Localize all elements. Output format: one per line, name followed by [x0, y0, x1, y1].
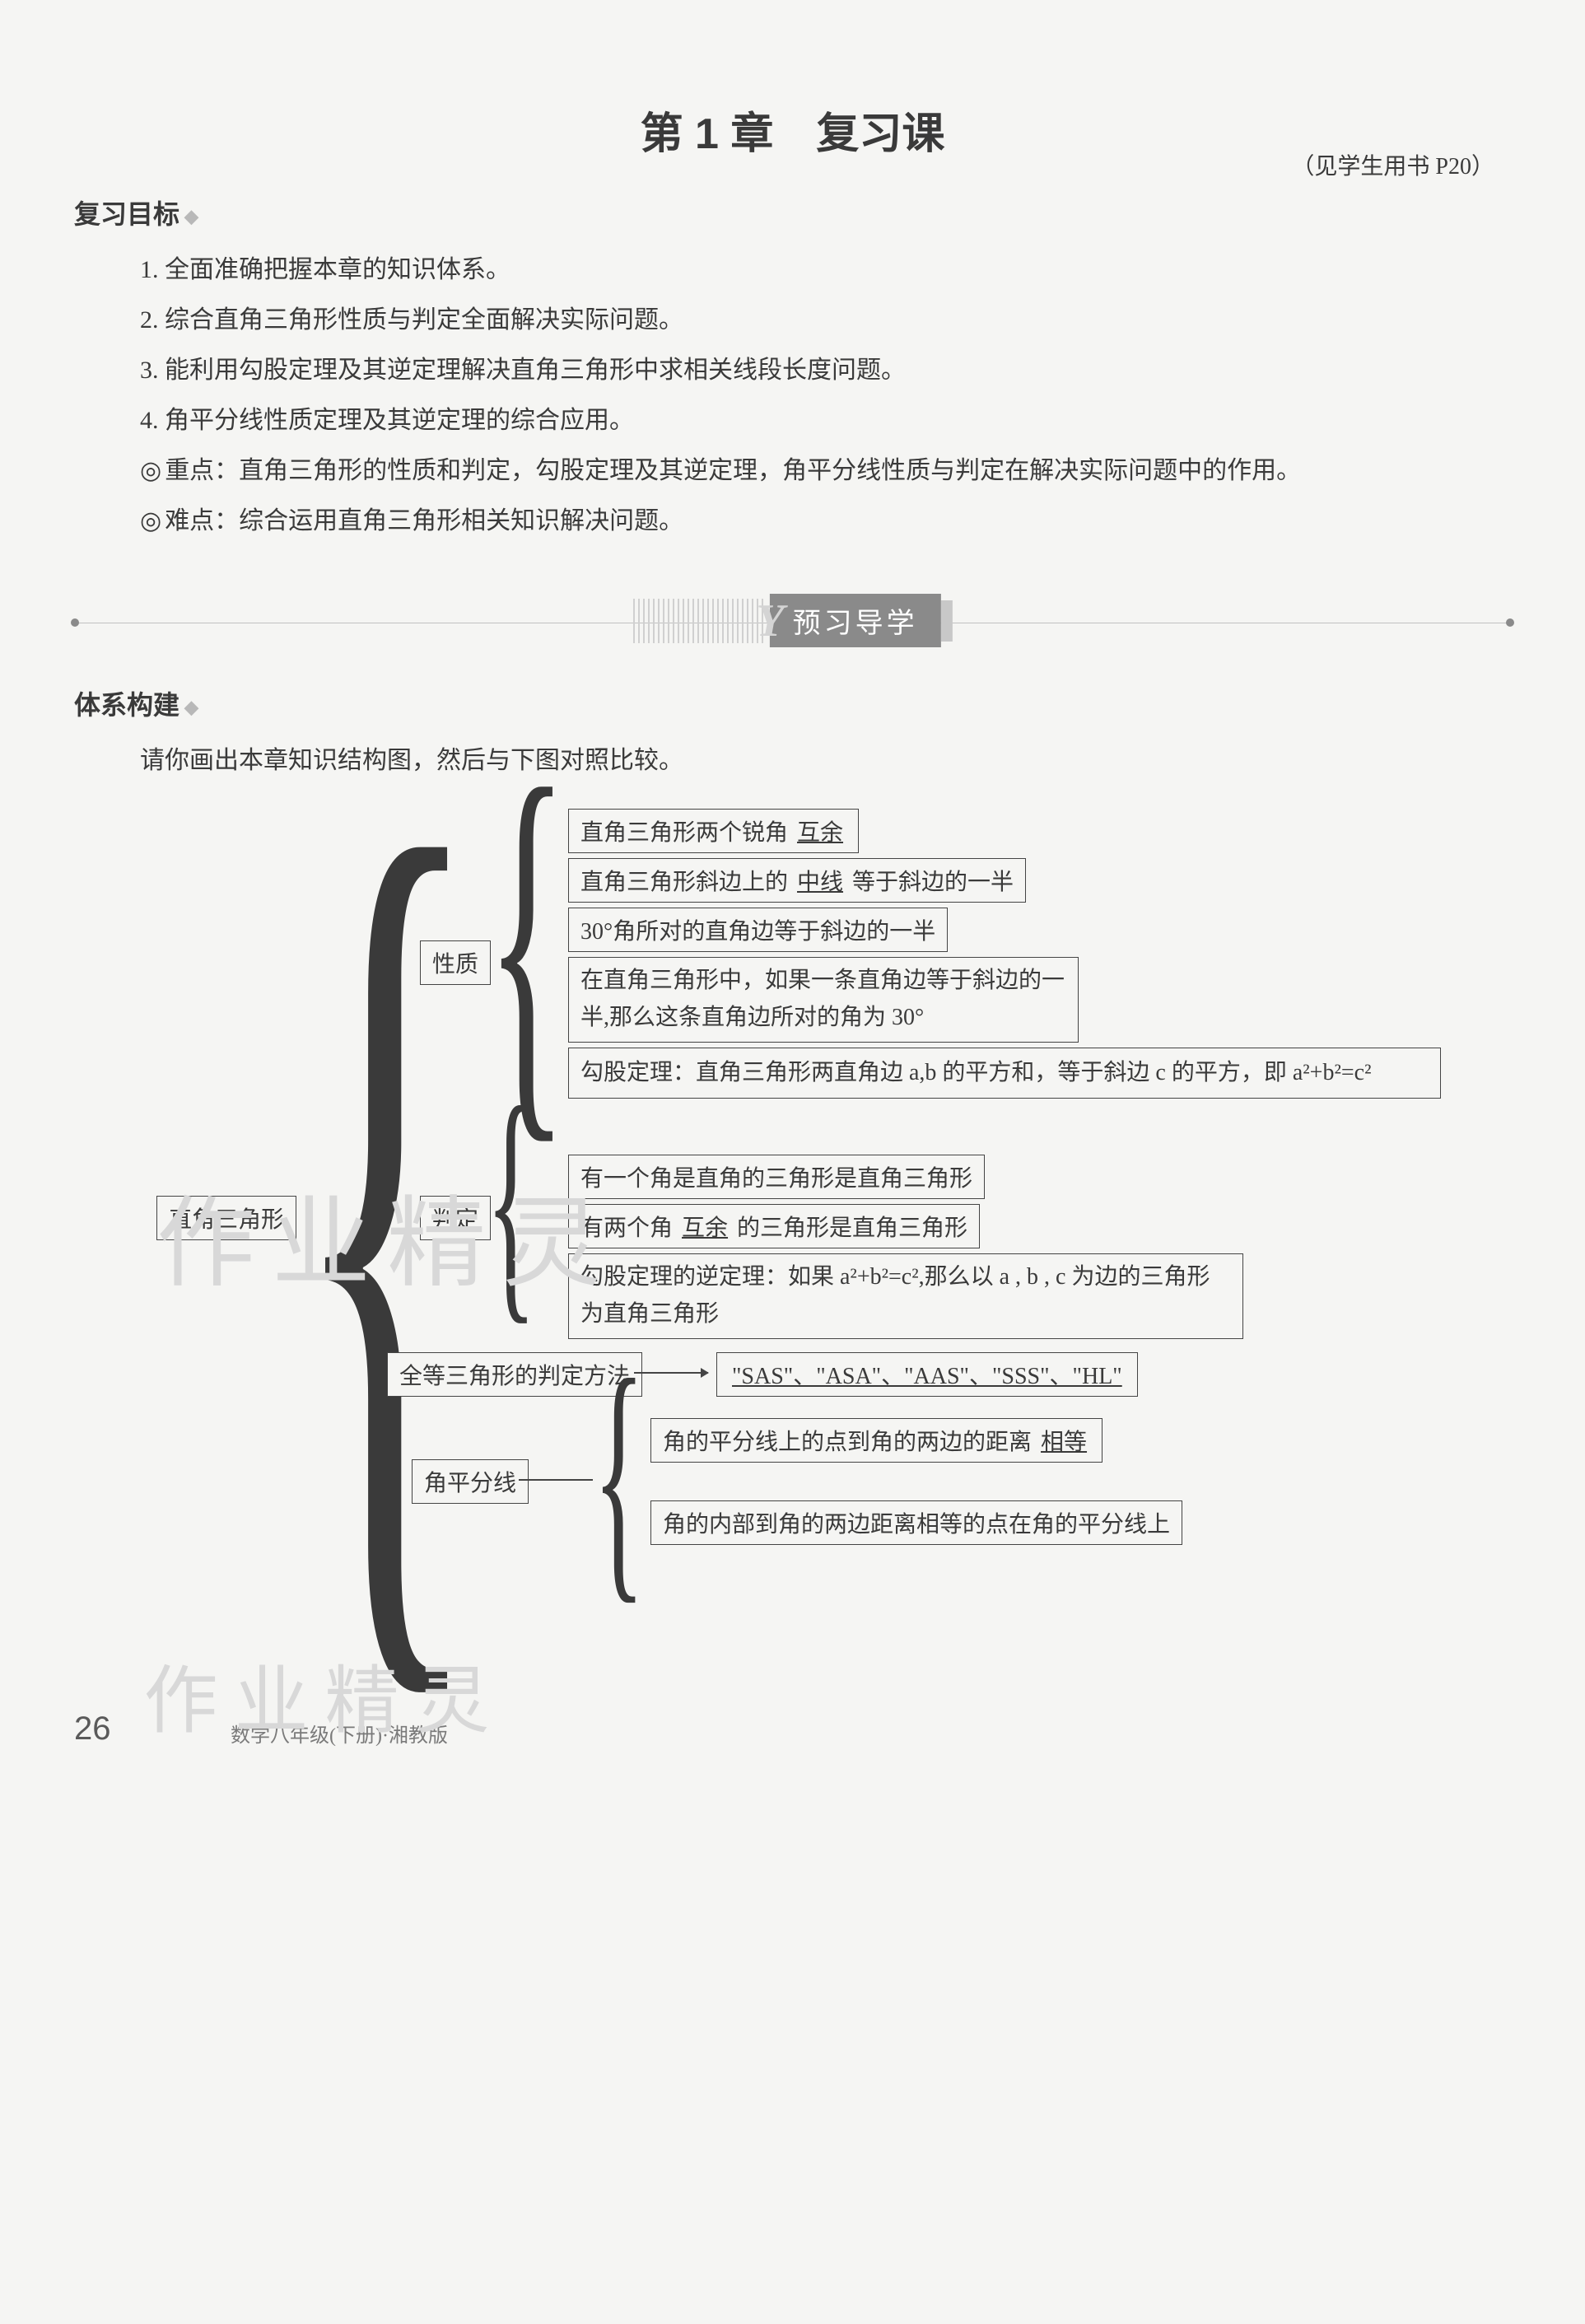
objective-item: 3. 能利用勾股定理及其逆定理解决直角三角形中求相关线段长度问题。 [140, 347, 1511, 394]
text: 直角三角形两个锐角 [580, 820, 788, 846]
footer-edition: 数学八年级(下册)·湘教版 [231, 1719, 448, 1748]
banner-label: 预习导学 [770, 594, 941, 647]
banner-tail-icon [941, 600, 953, 642]
fill-blank: 互余 [678, 1216, 731, 1241]
knowledge-diagram: 直角三角形 { 性质 { 判定 { 全等三角形的判定方法 角平分线 { 直角三角… [107, 809, 1511, 1731]
objectives-list: 1. 全面准确把握本章的知识体系。 2. 综合直角三角形性质与判定全面解决实际问… [140, 246, 1511, 544]
objective-item: 2. 综合直角三角形性质与判定全面解决实际问题。 [140, 296, 1511, 343]
prop-box: 在直角三角形中，如果一条直角边等于斜边的一半,那么这条直角边所对的角为 30° [568, 957, 1079, 1043]
prop-box: 直角三角形两个锐角 互余 [568, 809, 859, 853]
reference-note: （见学生用书 P20） [1291, 148, 1494, 181]
banner-dot-icon [1506, 618, 1514, 627]
branch-bisector: 角平分线 [412, 1459, 529, 1504]
difficult-point: 难点：综合运用直角三角形相关知识解决问题。 [140, 497, 1511, 544]
section-banner: Y 预习导学 [74, 594, 1511, 651]
fill-blank: 相等 [1037, 1430, 1090, 1455]
brace-icon: { [593, 1344, 645, 1608]
page-header: 第 1 章 复习课 （见学生用书 P20） [74, 99, 1511, 161]
key-point: 重点：直角三角形的性质和判定，勾股定理及其逆定理，角平分线性质与判定在解决实际问… [140, 447, 1511, 494]
brace-icon: { [486, 1080, 536, 1319]
fill-blank: "SAS"、"ASA"、"AAS"、"SSS"、"HL" [729, 1364, 1126, 1389]
prop-box: 直角三角形斜边上的 中线 等于斜边的一半 [568, 858, 1026, 903]
fill-blank: 中线 [794, 870, 846, 895]
objective-item: 4. 角平分线性质定理及其逆定理的综合应用。 [140, 397, 1511, 444]
bisector-box: 角的内部到角的两边距离相等的点在角的平分线上 [650, 1500, 1182, 1545]
det-box: 有两个角 互余 的三角形是直角三角形 [568, 1204, 980, 1248]
page-number: 26 [74, 1710, 111, 1748]
congruence-box: "SAS"、"ASA"、"AAS"、"SSS"、"HL" [716, 1352, 1138, 1397]
text: 的三角形是直角三角形 [737, 1216, 967, 1241]
branch-determination: 判定 [420, 1196, 491, 1240]
bisector-box: 角的平分线上的点到角的两边的距离 相等 [650, 1418, 1103, 1463]
prop-box: 勾股定理：直角三角形两直角边 a,b 的平方和，等于斜边 c 的平方，即 a²+… [568, 1048, 1441, 1099]
arrow-icon [634, 1372, 708, 1374]
root-node: 直角三角形 [156, 1196, 296, 1240]
branch-properties: 性质 [420, 940, 491, 985]
objectives-heading: 复习目标 [74, 194, 1511, 231]
det-box: 有一个角是直角的三角形是直角三角形 [568, 1155, 985, 1199]
banner-letter-y-icon: Y [756, 595, 784, 647]
fill-blank: 互余 [794, 820, 846, 846]
text: 角的平分线上的点到角的两边的距离 [663, 1430, 1032, 1455]
det-box: 勾股定理的逆定理：如果 a²+b²=c²,那么以 a , b , c 为边的三角… [568, 1253, 1243, 1339]
objective-item: 1. 全面准确把握本章的知识体系。 [140, 246, 1511, 293]
line-icon [519, 1479, 593, 1481]
banner-hatch-icon [632, 599, 764, 643]
banner-dot-icon [71, 618, 79, 627]
text: 等于斜边的一半 [852, 870, 1014, 895]
text: 有两个角 [580, 1216, 673, 1241]
prop-box: 30°角所对的直角边等于斜边的一半 [568, 908, 948, 952]
text: 直角三角形斜边上的 [580, 870, 788, 895]
banner-center: Y 预习导学 [632, 594, 952, 647]
